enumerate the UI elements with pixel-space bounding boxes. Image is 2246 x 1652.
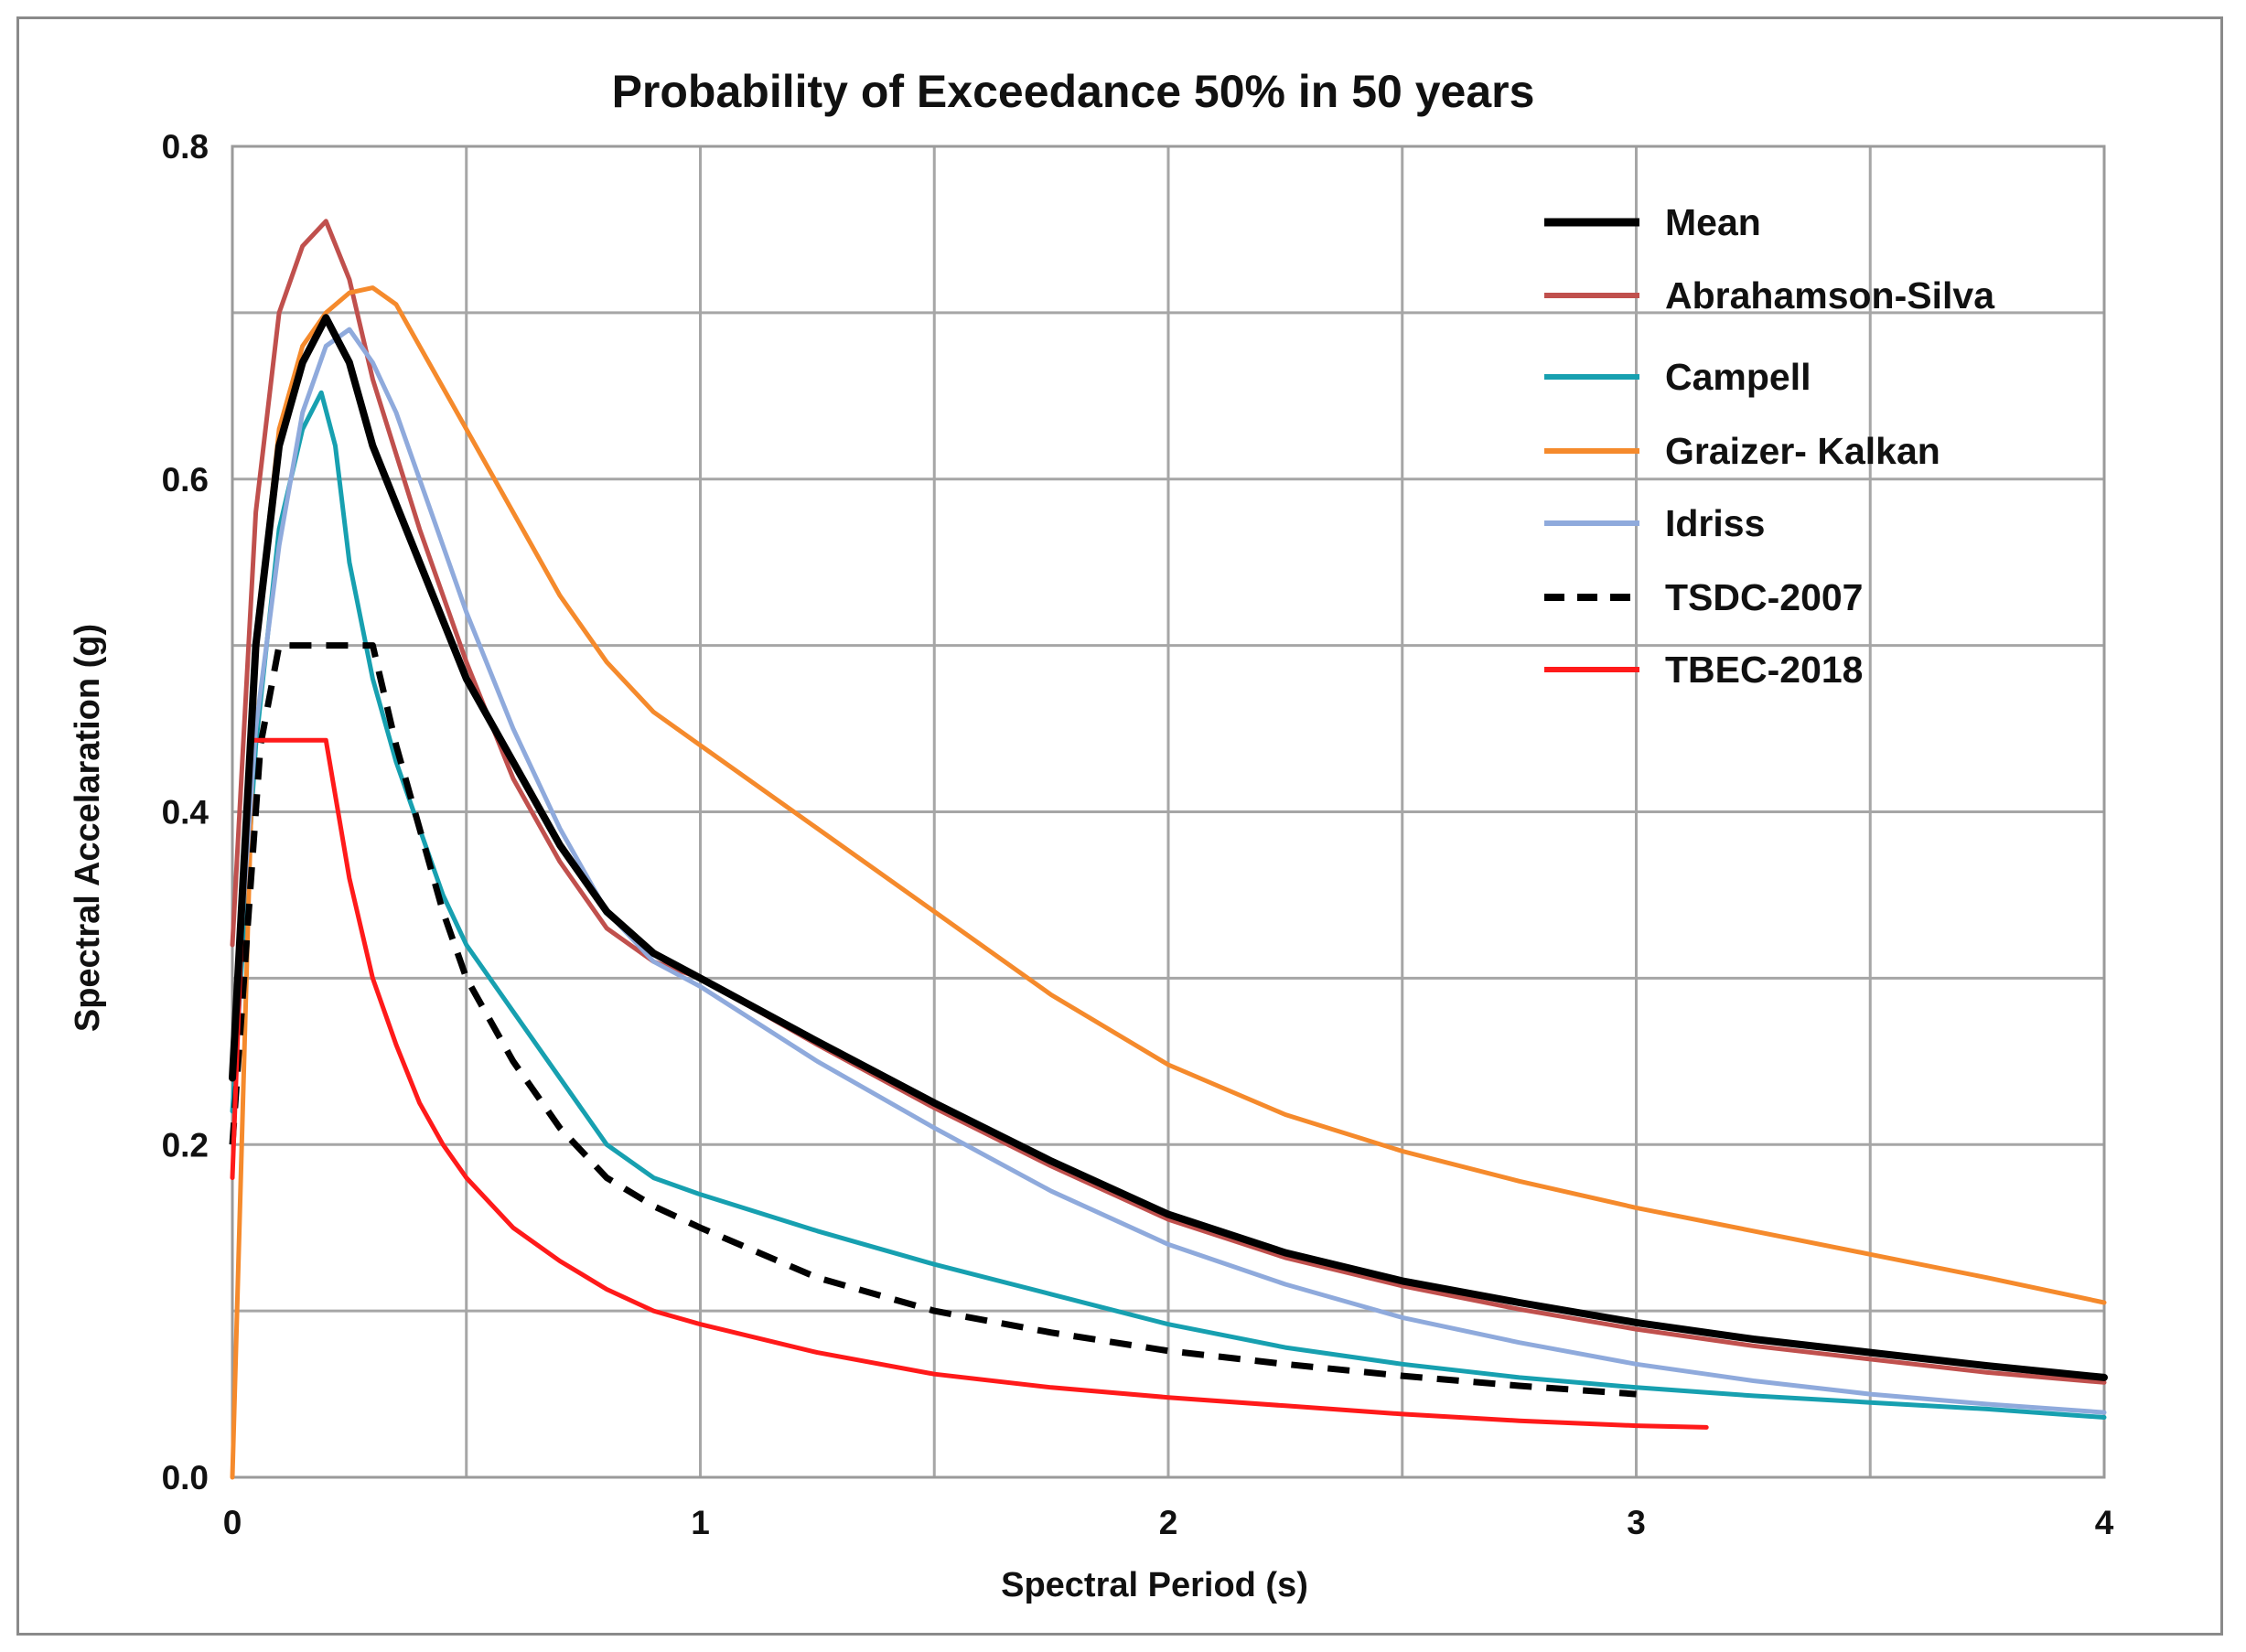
series-line-tsdc-2007 — [229, 642, 1637, 1398]
legend-label-idriss: Idriss — [1665, 502, 1765, 544]
legend-label-mean: Mean — [1665, 201, 1761, 243]
y-tick-label: 0.2 — [162, 1126, 209, 1164]
legend-label-campell: Campell — [1665, 356, 1811, 398]
chart-title: Probability of Exceedance 50% in 50 year… — [612, 66, 1535, 117]
series-line-mean — [229, 314, 2108, 1381]
series-line-tbec-2018 — [230, 737, 1709, 1430]
x-tick-label: 4 — [2095, 1504, 2114, 1541]
legend-label-graizer-kalkan: Graizer- Kalkan — [1665, 430, 1940, 472]
x-axis-ticks: 0 1 2 3 4 — [223, 1504, 2114, 1541]
x-tick-label: 1 — [691, 1504, 710, 1541]
legend-label-tbec-2018: TBEC-2018 — [1665, 649, 1863, 691]
y-tick-label: 0.0 — [162, 1459, 209, 1496]
y-axis-ticks: 0.0 0.2 0.4 0.6 0.8 — [162, 128, 210, 1496]
series-lines — [229, 219, 2108, 1480]
legend-label-abrahamson-silva: Abrahamson-Silva — [1665, 274, 1995, 316]
x-tick-label: 0 — [223, 1504, 242, 1541]
x-tick-label: 2 — [1159, 1504, 1178, 1541]
figure-frame — [16, 16, 2223, 1636]
y-tick-label: 0.8 — [162, 128, 209, 166]
x-axis-label: Spectral Period (s) — [1001, 1566, 1308, 1604]
grid — [232, 146, 2104, 1477]
y-axis-label: Spectral Accelaration (g) — [69, 624, 107, 1032]
legend: Mean Abrahamson-Silva Campell Graizer- Kalk… — [1544, 201, 1995, 691]
y-tick-label: 0.4 — [162, 794, 210, 831]
x-tick-label: 3 — [1627, 1504, 1646, 1541]
y-tick-label: 0.6 — [162, 461, 209, 499]
legend-label-tsdc-2007: TSDC-2007 — [1665, 576, 1863, 618]
series-line-graizer-kalkan — [230, 285, 2107, 1480]
series-line-abrahamson-silva — [230, 219, 2107, 1385]
series-line-campell — [230, 390, 2107, 1420]
plot-border — [231, 145, 2106, 1479]
